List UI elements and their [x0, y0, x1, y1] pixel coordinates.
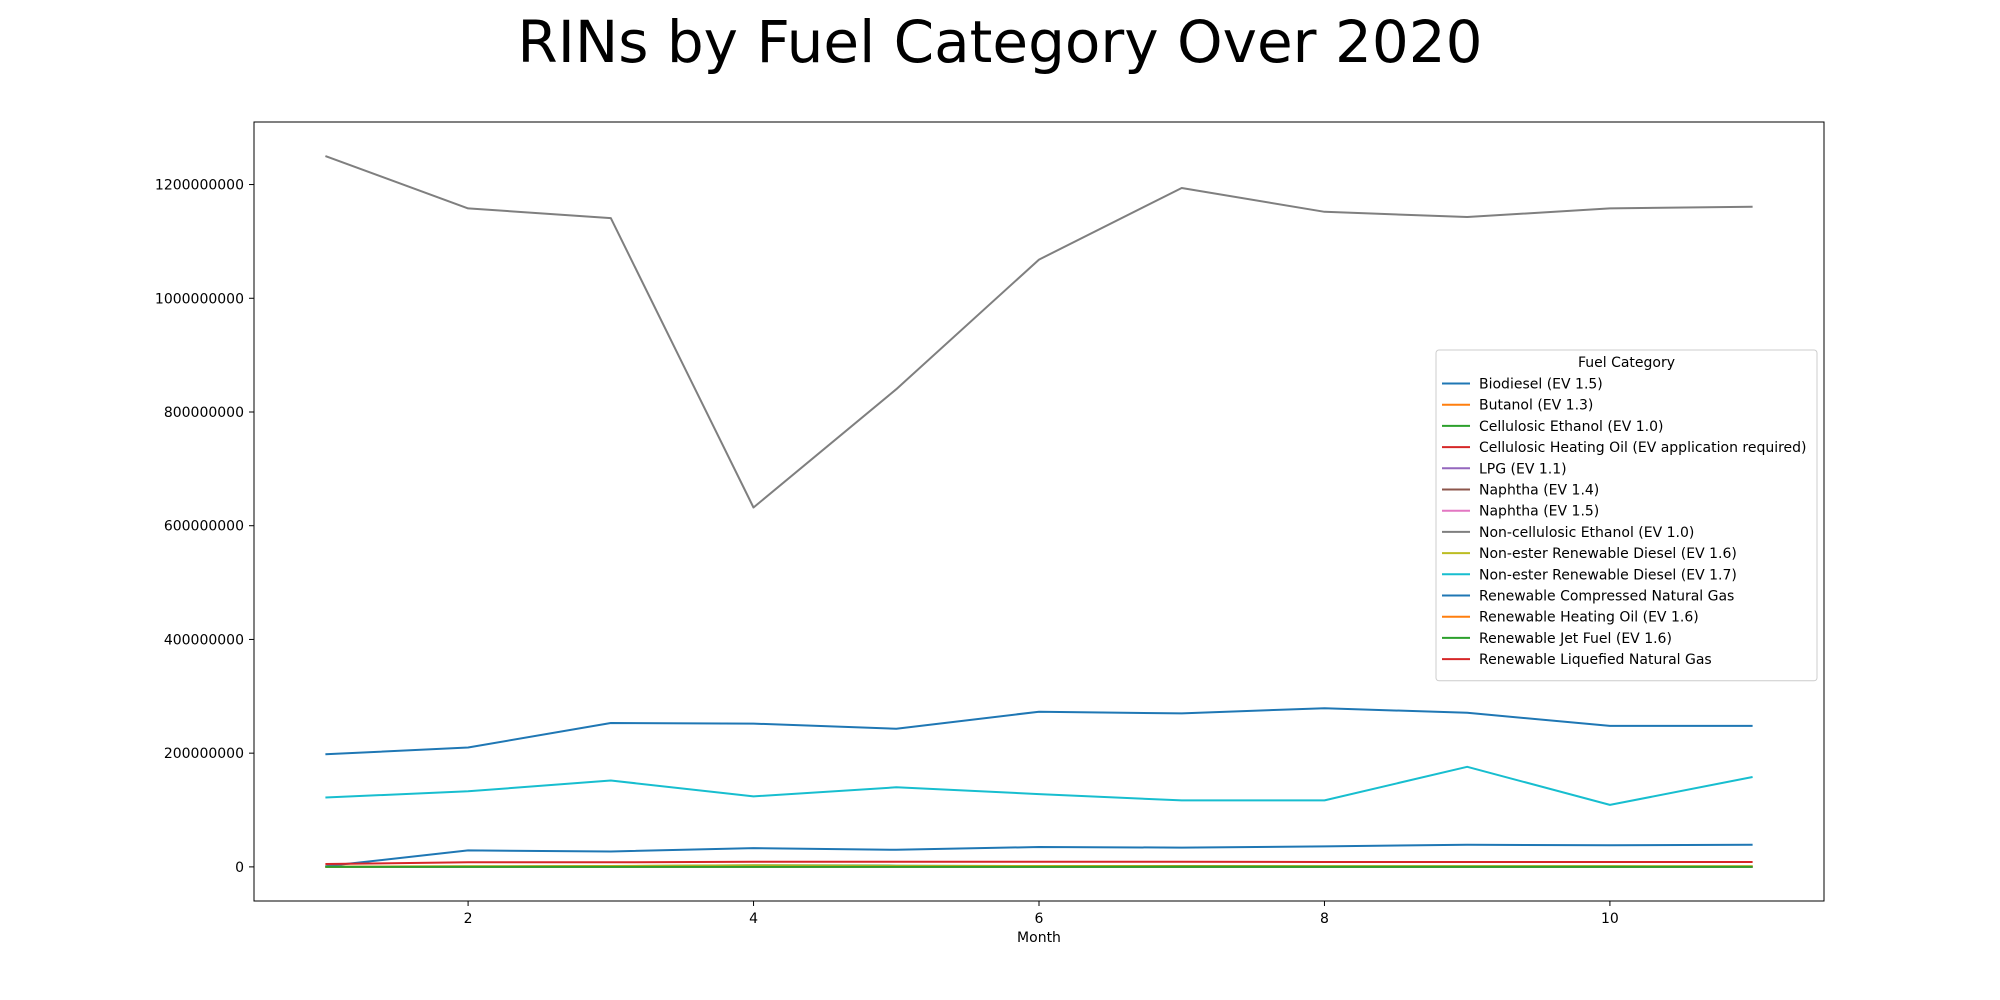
x-tick-label: 8 — [1320, 911, 1329, 927]
y-tick-label: 600000000 — [164, 519, 244, 535]
chart-title: RINs by Fuel Category Over 2020 — [517, 8, 1483, 76]
legend-title: Fuel Category — [1578, 355, 1675, 371]
legend-entry: Non-ester Renewable Diesel (EV 1.7) — [1479, 567, 1737, 583]
series-line-non-cellulosic-ethanol-ev-1-0 — [325, 155, 1753, 509]
series-line-renewable-liquefied-natural-gas — [325, 860, 1753, 865]
y-tick-label: 1000000000 — [155, 291, 244, 307]
y-tick-label: 1200000000 — [155, 178, 244, 194]
legend-entry: Non-cellulosic Ethanol (EV 1.0) — [1479, 525, 1694, 541]
legend-entry: Non-ester Renewable Diesel (EV 1.6) — [1479, 546, 1737, 562]
y-tick-label: 200000000 — [164, 746, 244, 762]
x-tick-label: 6 — [1035, 911, 1044, 927]
y-tick-label: 800000000 — [164, 405, 244, 421]
x-tick-label: 2 — [464, 911, 473, 927]
series-line-renewable-compressed-natural-gas — [325, 843, 1753, 868]
legend-entry: Renewable Liquefied Natural Gas — [1479, 652, 1712, 668]
legend-entry: Naphtha (EV 1.4) — [1479, 483, 1599, 499]
x-axis-label: Month — [1017, 930, 1061, 946]
x-axis-ticks: 2 4 6 8 10 — [464, 901, 1619, 927]
legend-entry: Naphtha (EV 1.5) — [1479, 504, 1599, 520]
legend-entry: Renewable Jet Fuel (EV 1.6) — [1479, 631, 1672, 647]
series-line-biodiesel-ev-1-5 — [325, 707, 1753, 756]
series-line-non-ester-renewable-diesel-ev-1-7 — [325, 765, 1753, 806]
legend-entry: Cellulosic Ethanol (EV 1.0) — [1479, 419, 1663, 435]
legend-entry: Renewable Compressed Natural Gas — [1479, 589, 1734, 605]
x-tick-label: 4 — [749, 911, 758, 927]
y-tick-label: 400000000 — [164, 632, 244, 648]
legend-entry: Cellulosic Heating Oil (EV application r… — [1479, 440, 1807, 456]
legend-entry: Biodiesel (EV 1.5) — [1479, 377, 1603, 393]
legend-entry: Renewable Heating Oil (EV 1.6) — [1479, 610, 1699, 626]
x-tick-label: 10 — [1601, 911, 1619, 927]
y-tick-label: 0 — [235, 860, 244, 876]
legend-box — [1435, 349, 1818, 682]
legend-entry: LPG (EV 1.1) — [1479, 461, 1567, 477]
legend-entry: Butanol (EV 1.3) — [1479, 398, 1593, 414]
series-lines — [325, 155, 1753, 868]
y-axis-ticks: 0 200000000 400000000 600000000 800000000 100… — [155, 178, 254, 876]
legend: Fuel Category Biodiesel (EV 1.5) Butanol (… — [1435, 349, 1818, 682]
